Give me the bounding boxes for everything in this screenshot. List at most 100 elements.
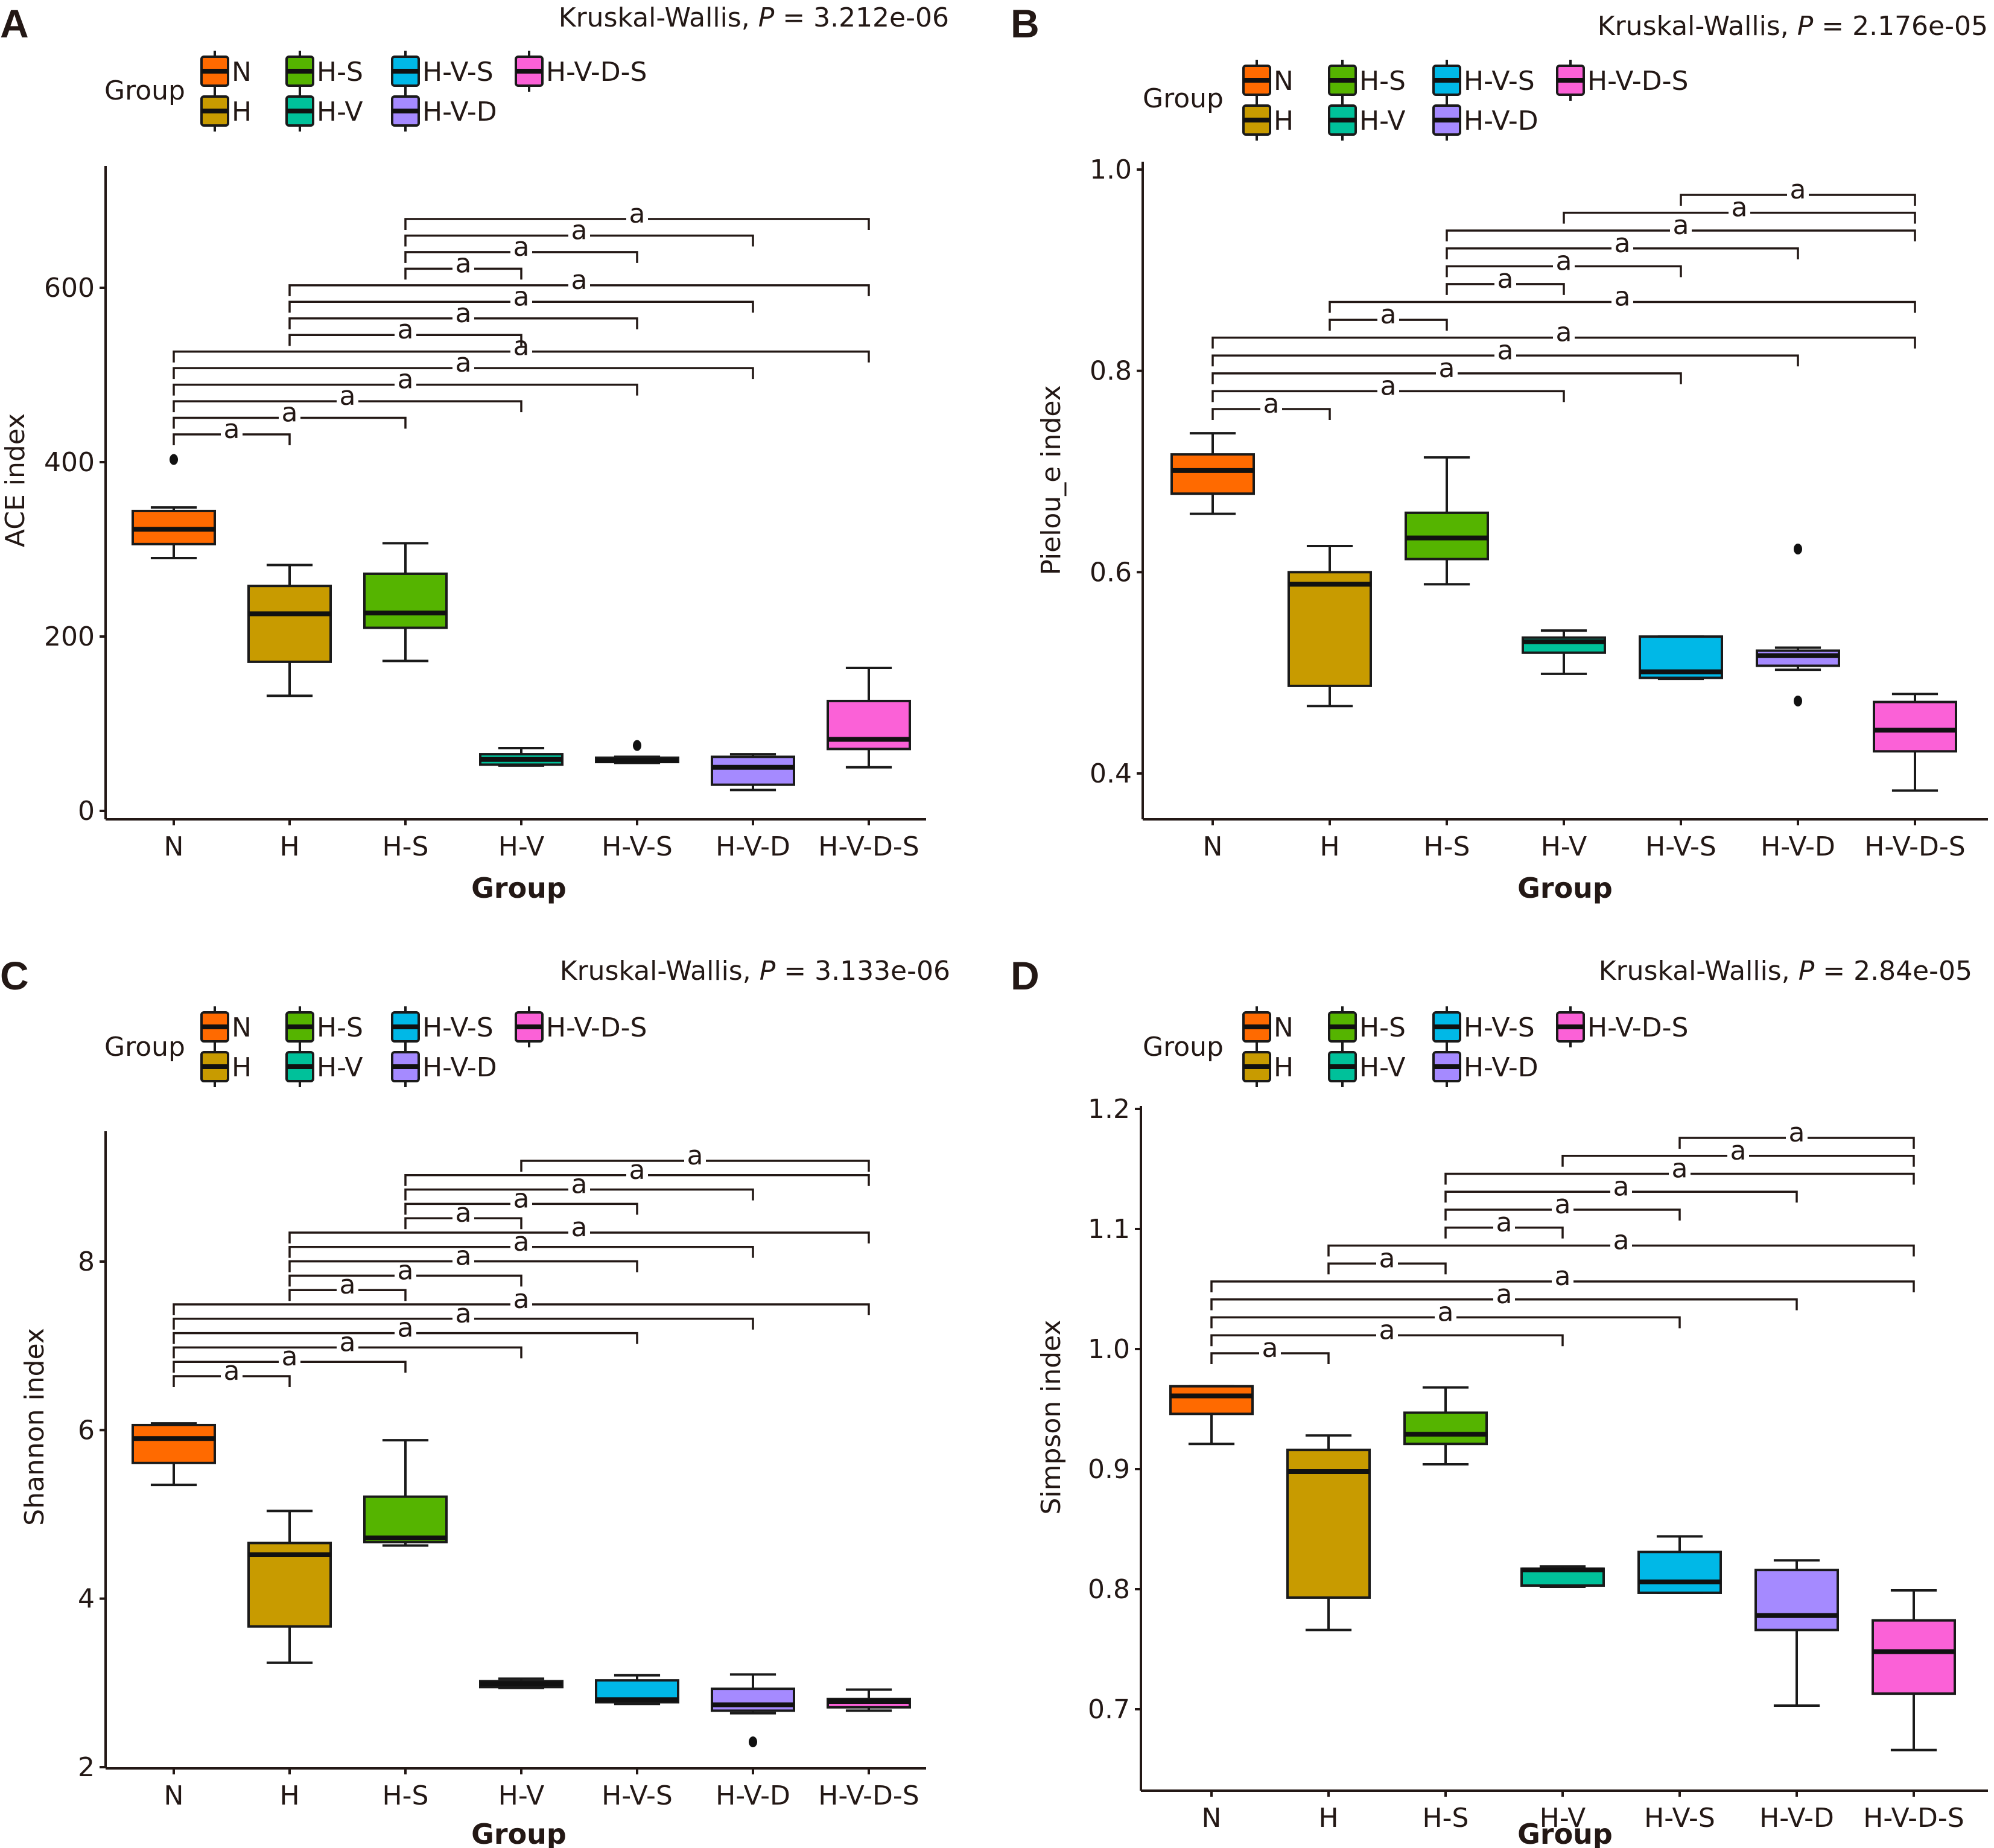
bracket-label-gap: [1376, 1330, 1398, 1341]
box-iqr: [247, 585, 332, 663]
bracket-label-gap: [1552, 1205, 1573, 1215]
boxplot-h-v: [1522, 629, 1606, 675]
boxplot-h-v-d-s: [827, 1688, 911, 1712]
legend-label: N: [1274, 1012, 1294, 1043]
box-iqr: [1170, 453, 1255, 495]
box-iqr: [1872, 1619, 1956, 1695]
legend-item: H-V-S: [391, 1006, 494, 1047]
legend-label: H-V-D-S: [1587, 1012, 1688, 1043]
significance-bracket: a: [1446, 228, 1799, 259]
legend: Group N H-S H-V-S H-V-D-S H H-V H-V-D: [1143, 60, 1688, 141]
significance-bracket: a: [1211, 389, 1331, 420]
bracket-label-gap: [1436, 368, 1458, 378]
significance-label: a: [1615, 282, 1631, 313]
significance-label: a: [1439, 353, 1455, 384]
legend-label: H-V-D: [422, 97, 497, 127]
significance-label: a: [456, 1198, 472, 1228]
outlier-point: [749, 1736, 757, 1748]
legend-label: H-V-D: [422, 1052, 497, 1083]
legend-item: N: [200, 51, 252, 92]
x-tick-label: H-S: [1423, 1803, 1469, 1834]
panel-c: C Kruskal-Wallis, P = 3.133e-06 Group N H-…: [0, 953, 950, 1848]
significance-bracket: a: [404, 232, 638, 263]
box-iqr: [711, 1688, 795, 1712]
significance-bracket: a: [173, 1284, 870, 1315]
bracket-label-gap: [1493, 1294, 1515, 1304]
significance-bracket: a: [1210, 1261, 1915, 1292]
legend-item: N: [1242, 1006, 1294, 1047]
significance-bracket: a: [173, 1313, 638, 1344]
y-axis-title: Simpson index: [1036, 1319, 1067, 1514]
x-tick-label: H-V-D-S: [818, 1780, 919, 1811]
y-tick-label: 4: [78, 1584, 95, 1615]
significance-label: a: [282, 398, 298, 428]
box-iqr: [1403, 1411, 1488, 1446]
y-tick-label: 8: [78, 1246, 95, 1277]
bracket-label-gap: [395, 330, 416, 340]
significance-bracket: a: [1446, 210, 1916, 242]
box-iqr: [1637, 1551, 1722, 1594]
legend-item: H-V-S: [391, 51, 494, 92]
significance-label: a: [1262, 1333, 1278, 1364]
bracket-label-gap: [1727, 1151, 1749, 1161]
boxplot-n: [1169, 1385, 1254, 1446]
legend-item: H-V-S: [1432, 1006, 1535, 1047]
x-axis-title: Group: [1517, 872, 1613, 904]
legend-item: H-V-D-S: [515, 51, 647, 92]
significance-bracket: a: [1444, 1171, 1798, 1203]
significance-bracket: a: [1211, 317, 1916, 349]
legend-label: H-S: [317, 57, 363, 87]
x-tick-label: H: [279, 1780, 299, 1811]
legend-label: H-V-S: [422, 1012, 494, 1043]
bracket-label-gap: [279, 413, 300, 423]
bracket-label-gap: [1493, 1222, 1515, 1233]
legend-label: H-V: [317, 97, 363, 127]
significance-label: a: [513, 1284, 530, 1315]
bracket-label-gap: [452, 1213, 474, 1224]
boxplot-h-s: [1403, 1386, 1488, 1466]
bracket-label-gap: [568, 230, 590, 241]
bracket-label-gap: [510, 297, 532, 307]
significance-bracket: a: [1210, 1297, 1681, 1329]
x-tick-label: H-V: [1540, 1803, 1586, 1834]
box-iqr: [1754, 1569, 1839, 1631]
x-tick-label: H-V-S: [1645, 831, 1716, 862]
significance-bracket: a: [404, 198, 870, 230]
significance-bracket: a: [1446, 246, 1682, 278]
boxplot-h-v-d-s: [1873, 693, 1957, 792]
significance-label: a: [1732, 192, 1748, 223]
legend-item: H-V-D-S: [515, 1006, 647, 1047]
boxplot-n: [132, 454, 216, 559]
panel-letter: B: [1011, 1, 1040, 46]
panel-letter: C: [0, 953, 29, 998]
legend-label: N: [232, 1012, 252, 1043]
x-tick-label: H-S: [383, 1780, 429, 1811]
significance-bracket: a: [1211, 353, 1682, 384]
legend-item: H-V: [1328, 1046, 1405, 1087]
kruskal-wallis-title: Kruskal-Wallis, P = 3.133e-06: [560, 956, 950, 986]
y-tick-label: 600: [44, 273, 95, 303]
legend-label: H-V-D-S: [1587, 66, 1688, 97]
title-prefix: Kruskal-Wallis,: [559, 2, 758, 33]
bracket-label-gap: [1435, 1312, 1456, 1322]
boxplot-h: [247, 1510, 332, 1664]
title-prefix: Kruskal-Wallis,: [560, 956, 760, 986]
significance-label: a: [1615, 228, 1631, 259]
significance-label: a: [513, 232, 530, 262]
significance-label: a: [571, 215, 588, 246]
legend-item: H-V-D-S: [1556, 1006, 1688, 1047]
significance-label: a: [340, 1327, 356, 1357]
title-p-value: = 2.176e-05: [1813, 11, 1988, 42]
bracket-label-gap: [395, 1328, 416, 1338]
significance-label: a: [1497, 335, 1514, 366]
significance-bracket: a: [520, 1140, 870, 1172]
bracket-label-gap: [1259, 1348, 1281, 1358]
panel-letter: A: [0, 1, 29, 46]
legend-label: H-V-D-S: [546, 1012, 647, 1043]
x-tick-label: H-V-S: [1644, 1803, 1715, 1834]
bracket-label-gap: [626, 214, 648, 224]
legend-label: H: [1274, 1052, 1294, 1083]
significance-label: a: [1613, 1225, 1630, 1256]
